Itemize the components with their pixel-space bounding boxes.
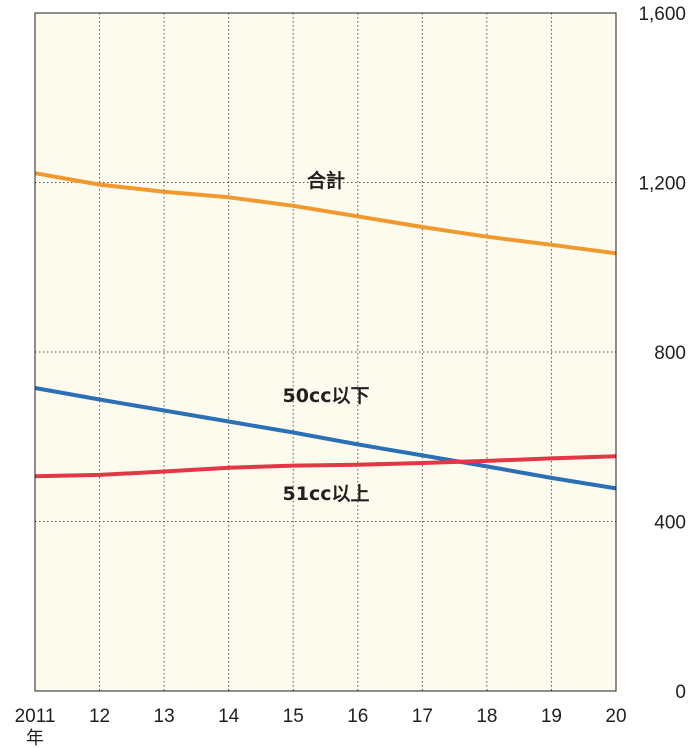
series-label-50cc-and-under: 50cc以下 xyxy=(283,385,370,407)
y-tick-label: 400 xyxy=(654,513,686,534)
series-line-1 xyxy=(34,386,617,491)
y-axis-ticks: 0 400 800 1,200 1,600 xyxy=(638,4,686,703)
x-axis-unit: 年 xyxy=(26,728,44,748)
x-tick-label: 17 xyxy=(412,706,433,727)
x-tick-label: 13 xyxy=(154,706,175,727)
x-tick-label: 18 xyxy=(476,706,497,727)
x-tick-label: 12 xyxy=(89,706,110,727)
plot-background xyxy=(35,13,616,691)
x-tick-label: 16 xyxy=(347,706,368,727)
x-tick-label: 14 xyxy=(218,706,240,727)
gridlines xyxy=(35,13,616,691)
series-label-51cc-and-over: 51cc以上 xyxy=(283,483,370,505)
x-tick-label: 20 xyxy=(605,706,626,727)
y-tick-label: 0 xyxy=(675,682,686,703)
series-line-2 xyxy=(34,454,617,479)
series-line-0 xyxy=(34,171,617,256)
x-tick-label: 15 xyxy=(283,706,304,727)
y-tick-label: 1,600 xyxy=(638,4,686,25)
x-tick-label: 2011 xyxy=(15,706,56,727)
y-tick-label: 1,200 xyxy=(638,174,686,195)
x-tick-label: 19 xyxy=(541,706,562,727)
plot-frame xyxy=(34,12,617,692)
series-label-total: 合計 xyxy=(307,169,345,192)
y-tick-label: 800 xyxy=(654,343,686,364)
series-lines xyxy=(34,171,617,491)
x-axis-ticks: 2011 12 13 14 15 16 17 18 19 20 xyxy=(15,706,627,727)
